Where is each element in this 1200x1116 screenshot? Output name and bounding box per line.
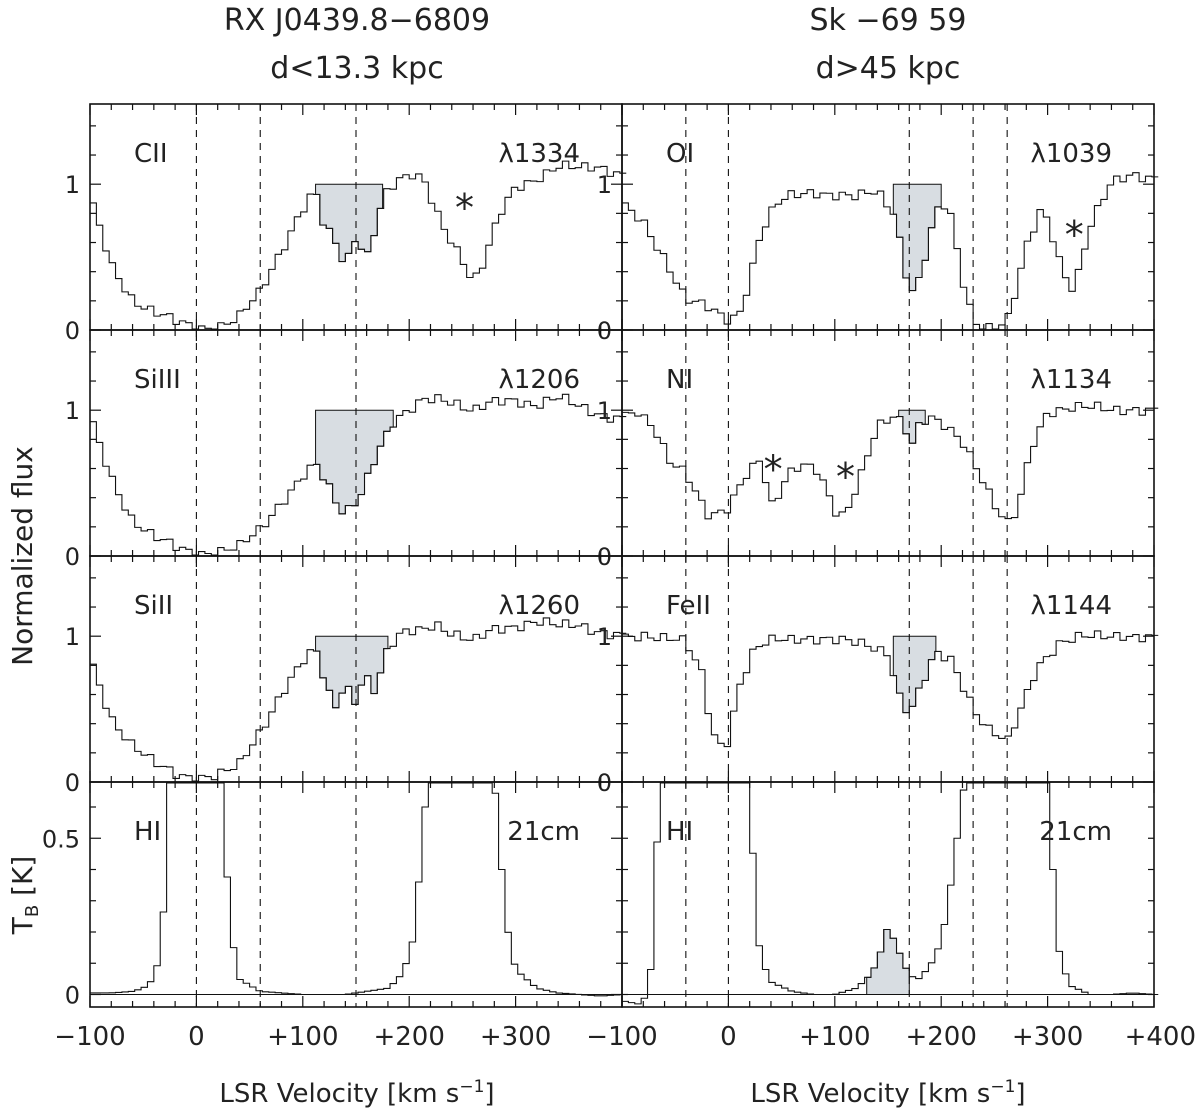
- hvc-shaded-region: [315, 183, 384, 263]
- x-tick-labels: −100 0 +100 +200 +300 −100 0 +100 +200 +300 +400: [54, 1022, 1196, 1052]
- y-tick-label: 1: [597, 171, 612, 199]
- x-tick-label: +300: [480, 1022, 551, 1052]
- panel-siii-left: 0 1 SiII λ1260: [65, 555, 627, 797]
- panel-hi-left: 0 0.5 HI 21cm: [42, 781, 627, 1010]
- x-tick-label: +200: [905, 1022, 976, 1052]
- ion-label: SiIII: [134, 365, 181, 395]
- spectrum-histogram-ni: [622, 401, 1159, 520]
- panel-feii-right: 0 1 FeII λ1144: [597, 555, 1159, 797]
- y-tick-label: 0: [65, 769, 80, 797]
- y-tick-label: 1: [597, 623, 612, 651]
- panel-frame: [89, 781, 623, 1008]
- y-tick-label: 0: [597, 317, 612, 345]
- panel-hi-right: HI 21cm: [621, 781, 1159, 1008]
- y-tick-label: 1: [65, 171, 80, 199]
- transition-label: λ1134: [1030, 365, 1112, 395]
- y-tick-label: 0.5: [42, 825, 80, 853]
- spectrum-histogram-feii: [622, 630, 1159, 748]
- y-tick-label: 1: [65, 397, 80, 425]
- x-tick-label: +100: [267, 1022, 338, 1052]
- blend-asterisk-marker: *: [1065, 213, 1084, 257]
- panel-oi-right: * 0 1 OI λ1039: [597, 103, 1159, 345]
- x-tick-label: 0: [188, 1022, 205, 1052]
- transition-label: λ1334: [498, 139, 580, 169]
- x-tick-label: −100: [586, 1022, 657, 1052]
- x-tick-label: +100: [799, 1022, 870, 1052]
- x-tick-label: +300: [1012, 1022, 1083, 1052]
- left-column-distance: d<13.3 kpc: [270, 51, 443, 86]
- transition-label: λ1206: [498, 365, 580, 395]
- panel-cii-left: * 0 1 CII λ1334: [65, 103, 627, 345]
- panel-frame: [621, 555, 1155, 783]
- panel-ni-right: * * 0 1 NI λ1134: [597, 329, 1159, 571]
- right-column-title: Sk −69 59: [810, 3, 967, 38]
- blend-asterisk-marker: *: [836, 455, 855, 499]
- spectrum-histogram-oi: [622, 172, 1159, 330]
- spectrum-histogram-hi: [90, 782, 627, 997]
- blend-asterisk-marker: *: [764, 448, 783, 492]
- hvc-shaded-region: [892, 635, 937, 714]
- x-axis-label-left: LSR Velocity [km s−1]: [219, 1077, 494, 1109]
- ion-label: SiII: [134, 591, 173, 621]
- y-tick-label: 0: [597, 543, 612, 571]
- y-axis-label-tb: TB [K]: [6, 856, 43, 936]
- blend-asterisk-marker: *: [455, 186, 474, 230]
- right-column-distance: d>45 kpc: [816, 51, 961, 86]
- panel-siiii-left: 0 1 SiIII λ1206: [65, 329, 627, 571]
- y-tick-label: 1: [597, 397, 612, 425]
- ion-label: NI: [666, 365, 693, 395]
- panel-frame: [621, 329, 1155, 557]
- x-tick-label: 0: [720, 1022, 737, 1052]
- panel-frame: [621, 781, 1155, 1008]
- ion-label: HI: [134, 817, 161, 847]
- x-tick-label: +400: [1125, 1022, 1196, 1052]
- transition-label: λ1260: [498, 591, 580, 621]
- hvc-shaded-region: [315, 409, 394, 515]
- spectrum-histogram-siii: [90, 617, 627, 782]
- transition-label: 21cm: [507, 817, 580, 847]
- spectrum-histogram-cii: [90, 160, 627, 330]
- x-tick-label: +200: [373, 1022, 444, 1052]
- transition-label: λ1144: [1030, 591, 1112, 621]
- ion-label: CII: [134, 139, 168, 169]
- transition-label: λ1039: [1030, 139, 1112, 169]
- ion-label: FeII: [666, 591, 711, 621]
- spectrum-histogram-siiii: [90, 393, 627, 556]
- left-column-title: RX J0439.8−6809: [224, 3, 490, 38]
- y-tick-label: 0: [597, 769, 612, 797]
- y-tick-label: 0: [65, 982, 80, 1010]
- y-tick-label: 1: [65, 623, 80, 651]
- transition-label: 21cm: [1039, 817, 1112, 847]
- ion-label: HI: [666, 817, 693, 847]
- y-tick-label: 0: [65, 317, 80, 345]
- x-tick-label: −100: [54, 1022, 125, 1052]
- y-axis-label-flux: Normalized flux: [6, 446, 39, 666]
- spectrum-panels: * 0 1 CII λ1334 * 0 1 OI λ1039 0 1 SiIII λ1206 * * 0 1 NI λ…: [42, 103, 1159, 1010]
- x-axis-label-right: LSR Velocity [km s−1]: [750, 1077, 1025, 1109]
- ion-label: OI: [666, 139, 694, 169]
- y-tick-label: 0: [65, 543, 80, 571]
